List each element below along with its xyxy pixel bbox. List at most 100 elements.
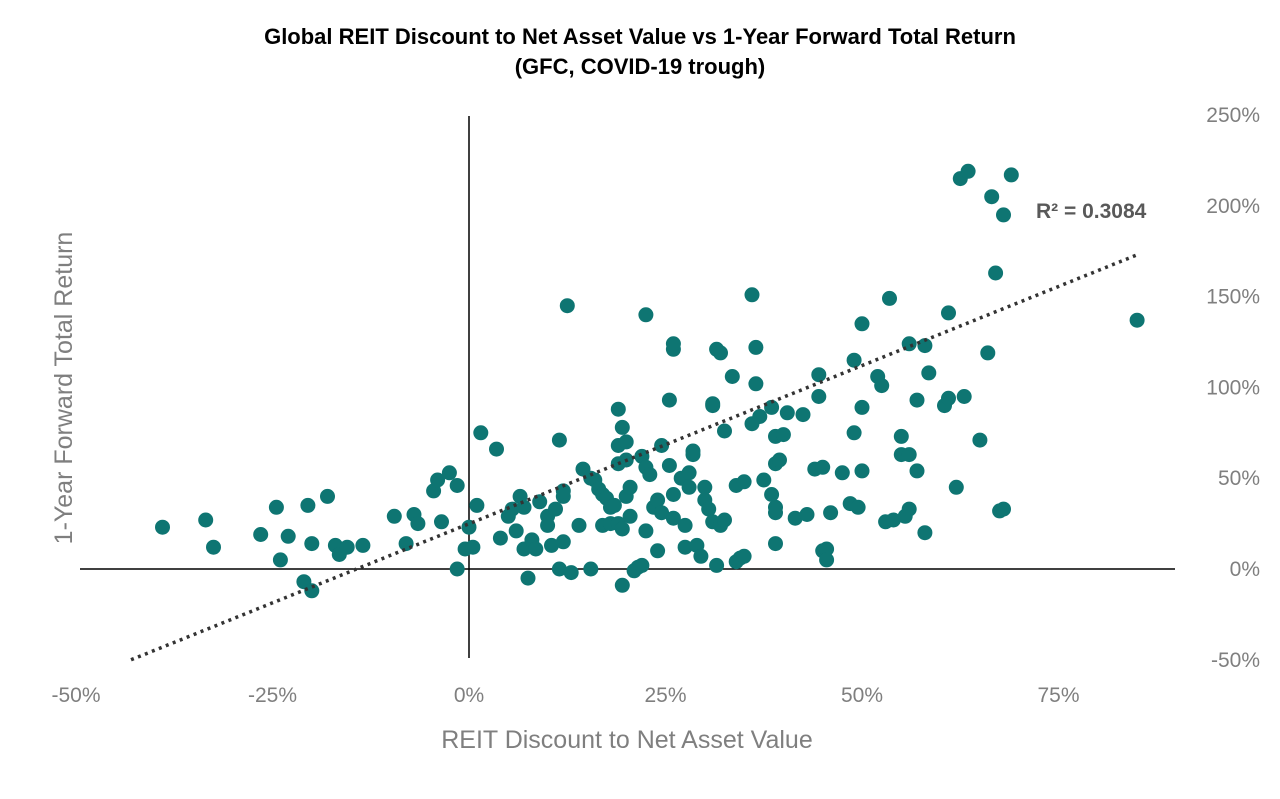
data-point <box>520 570 536 586</box>
data-point <box>386 508 402 524</box>
data-point <box>874 378 890 394</box>
data-point <box>473 425 489 441</box>
data-point <box>441 465 457 481</box>
data-point <box>819 541 835 557</box>
data-point <box>941 390 956 406</box>
data-point <box>555 483 571 499</box>
data-point <box>614 577 630 593</box>
data-point <box>744 287 760 303</box>
data-point <box>642 467 658 483</box>
data-point <box>410 516 426 532</box>
data-point <box>469 497 485 513</box>
data-point <box>571 517 587 533</box>
data-point <box>988 265 1004 281</box>
data-point <box>638 523 654 539</box>
data-point <box>650 543 666 559</box>
data-point <box>901 447 917 463</box>
data-point <box>665 510 681 526</box>
data-point <box>272 552 288 568</box>
r-squared-annotation: R² = 0.3084 <box>1036 200 1147 223</box>
data-point <box>854 463 870 479</box>
data-point <box>198 512 214 528</box>
data-point <box>304 536 320 552</box>
data-point <box>748 376 764 392</box>
data-point <box>1003 167 1019 183</box>
data-point <box>736 474 752 490</box>
data-point <box>253 527 269 542</box>
data-point <box>768 505 783 521</box>
data-point <box>956 389 972 404</box>
data-point <box>551 561 567 577</box>
data-point <box>268 499 284 515</box>
data-point <box>984 189 1000 205</box>
data-point <box>717 423 732 439</box>
data-point <box>736 548 752 564</box>
data-point <box>430 472 446 488</box>
trendline-layer <box>130 253 1138 662</box>
data-point <box>1129 312 1145 328</box>
y-tick-label: 50% <box>1218 467 1260 490</box>
data-point <box>854 316 870 332</box>
data-point <box>339 539 355 555</box>
data-point <box>885 512 901 528</box>
y-axis-title: 1-Year Forward Total Return <box>50 232 78 545</box>
data-point <box>756 472 772 488</box>
data-point <box>544 537 559 553</box>
x-tick-label: 25% <box>644 684 686 707</box>
data-point <box>528 541 544 557</box>
data-point <box>320 488 335 504</box>
y-tick-label: 150% <box>1206 286 1260 309</box>
data-point <box>846 425 862 441</box>
data-point <box>516 499 532 515</box>
x-tick-label: 75% <box>1037 684 1079 707</box>
data-point <box>823 505 839 521</box>
data-point <box>854 399 870 415</box>
y-tick-label: 100% <box>1206 376 1260 399</box>
tick-labels: -50% -25% 0% 25% 50% 75% -50% 0% 50% 100% 150% 200%… <box>51 104 1260 707</box>
data-point <box>772 452 787 468</box>
data-point <box>917 338 933 354</box>
data-point <box>996 207 1011 223</box>
data-point <box>941 305 956 321</box>
data-point <box>882 290 897 306</box>
trendline <box>130 253 1138 662</box>
data-point <box>815 459 831 475</box>
data-point <box>449 561 465 577</box>
data-point <box>693 548 709 564</box>
data-point <box>206 539 221 555</box>
axes <box>80 116 1175 658</box>
y-tick-label: 200% <box>1206 195 1260 218</box>
data-point <box>563 565 579 581</box>
data-point <box>819 552 835 568</box>
y-tick-label: 0% <box>1230 558 1260 581</box>
data-point <box>634 557 650 573</box>
data-point <box>555 534 571 550</box>
data-point <box>850 499 866 515</box>
data-point <box>614 419 630 435</box>
data-point <box>834 465 850 481</box>
data-point <box>681 465 697 481</box>
data-point <box>724 369 740 384</box>
data-point <box>685 443 701 459</box>
data-point <box>705 398 721 414</box>
data-point <box>583 561 599 577</box>
data-point <box>492 530 508 546</box>
data-point <box>661 392 677 408</box>
x-tick-label: 0% <box>454 684 484 707</box>
data-point <box>508 523 524 539</box>
data-point <box>948 479 964 495</box>
data-point <box>622 479 638 495</box>
data-point <box>811 389 827 404</box>
x-tick-label: 50% <box>841 684 883 707</box>
data-point <box>799 507 815 522</box>
data-point <box>610 401 626 417</box>
data-point <box>665 487 681 502</box>
y-tick-label: -50% <box>1211 649 1260 672</box>
data-point <box>614 521 630 537</box>
data-point <box>893 428 909 444</box>
data-point <box>355 537 371 553</box>
data-point <box>398 536 414 552</box>
data-point <box>909 463 925 479</box>
data-point <box>650 492 666 508</box>
data-point <box>622 508 638 524</box>
